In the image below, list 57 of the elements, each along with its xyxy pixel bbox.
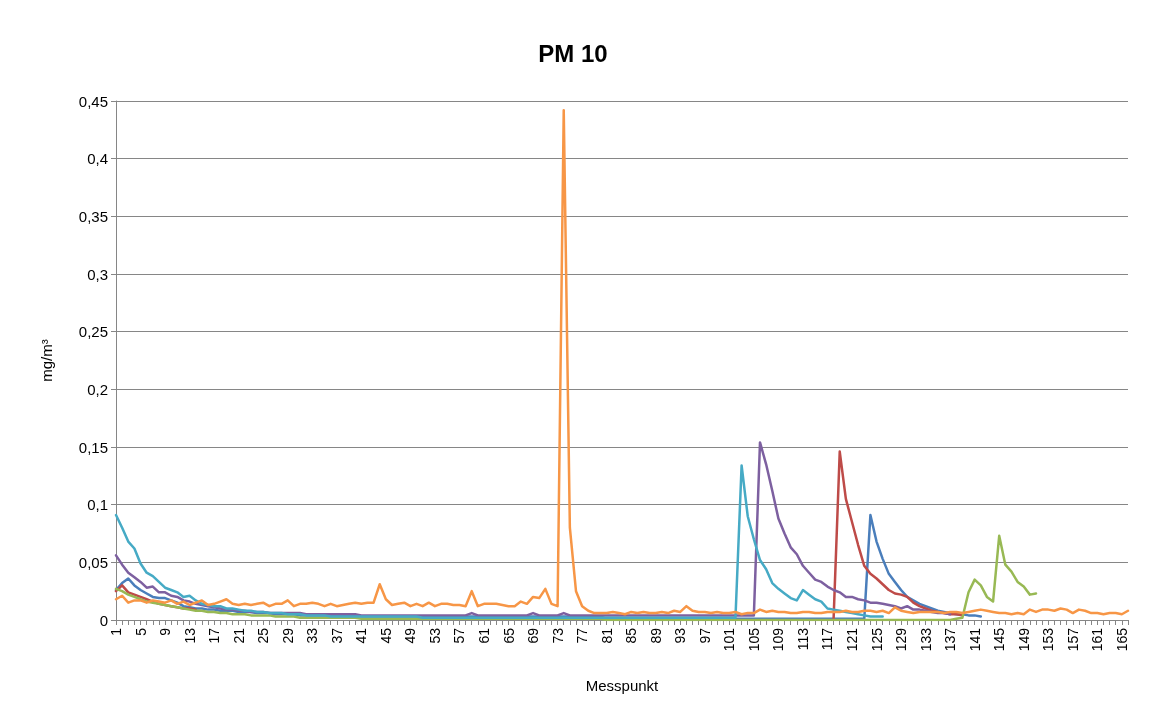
x-tick-label: 21 [230, 627, 247, 644]
x-tick-label: 137 [942, 627, 959, 652]
y-tick-label: 0,4 [87, 150, 108, 168]
y-tick-label: 0,05 [78, 553, 108, 571]
x-tick-label: 5 [132, 627, 149, 636]
x-tick-label: 33 [304, 627, 321, 644]
y-tick-label: 0,3 [87, 265, 108, 283]
x-tick-label: 81 [598, 627, 615, 644]
x-tick-label: 165 [1113, 627, 1130, 652]
y-tick-label: 0,35 [78, 207, 108, 225]
y-tick-label: 0,1 [87, 496, 108, 514]
y-tick-label: 0,45 [78, 92, 108, 110]
x-tick-label: 17 [206, 627, 223, 644]
x-tick-label: 1 [108, 627, 124, 636]
x-tick-label: 57 [451, 627, 468, 644]
x-tick-label: 141 [966, 627, 983, 652]
x-tick-label: 49 [402, 627, 419, 644]
x-tick-label: 93 [672, 627, 689, 644]
x-tick-label: 117 [819, 627, 836, 651]
x-tick-label: 153 [1040, 627, 1057, 652]
x-tick-label: 113 [794, 627, 811, 651]
x-tick-label: 13 [181, 627, 198, 644]
x-tick-label: 69 [525, 627, 542, 644]
x-tick-label: 45 [377, 627, 394, 644]
x-tick-label: 37 [328, 627, 345, 644]
x-tick-label: 105 [745, 627, 762, 652]
line-series [114, 108, 1130, 616]
line-series [114, 464, 884, 619]
x-tick-label: 97 [696, 627, 713, 644]
x-axis-title: Messpunkt [585, 677, 660, 694]
x-tick-label: 161 [1089, 627, 1106, 652]
x-tick-label: 109 [770, 627, 787, 652]
y-tick-label: 0,15 [78, 438, 108, 456]
y-tick-label: 0,2 [87, 380, 108, 398]
x-tick-label: 145 [991, 627, 1008, 652]
x-tick-label: 89 [647, 627, 664, 644]
x-tick-label: 121 [844, 627, 860, 652]
x-tick-label: 53 [426, 627, 443, 644]
x-tick-label: 101 [721, 627, 738, 652]
x-tick-label: 65 [500, 627, 517, 644]
y-axis-title: mg/m³ [38, 339, 55, 382]
x-tick-label: 133 [917, 627, 934, 652]
x-tick-label: 77 [574, 627, 591, 644]
x-tick-label: 85 [623, 627, 640, 644]
x-tick-label: 129 [893, 627, 910, 652]
y-tick-label: 0,25 [78, 323, 108, 341]
y-tick-label: 0 [99, 611, 108, 629]
chart-title: PM 10 [538, 39, 608, 67]
x-tick-label: 41 [353, 627, 370, 644]
x-tick-label: 125 [868, 627, 885, 652]
x-tick-label: 149 [1015, 627, 1032, 652]
x-tick-label: 9 [157, 627, 174, 636]
x-tick-label: 157 [1064, 627, 1081, 652]
x-tick-label: 61 [476, 627, 492, 644]
x-tick-label: 25 [255, 627, 272, 644]
x-tick-label: 29 [279, 627, 296, 644]
x-tick-label: 73 [549, 627, 566, 644]
